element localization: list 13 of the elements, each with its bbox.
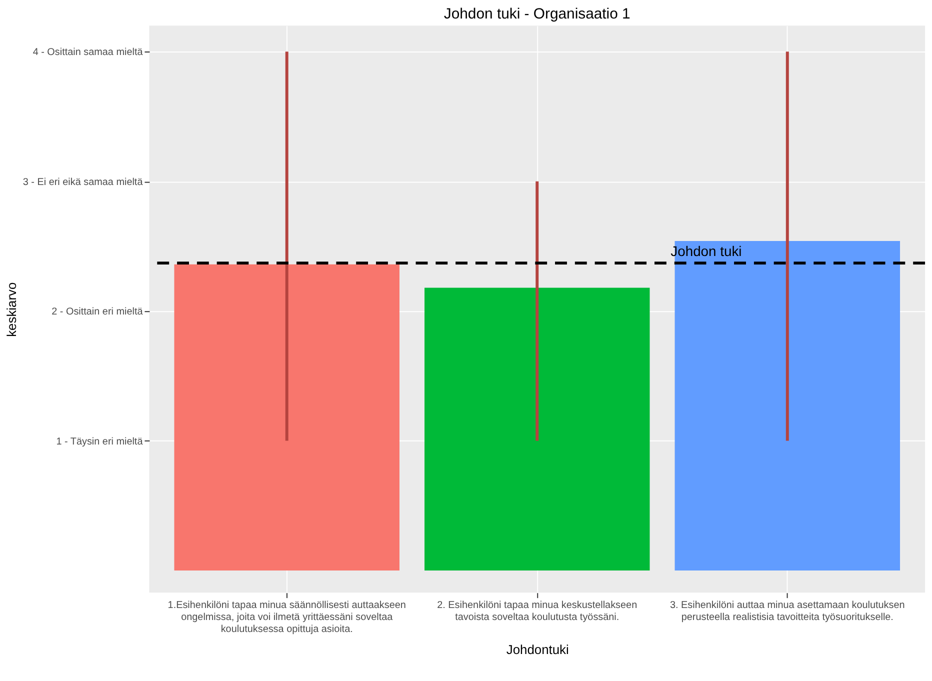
y-tick-label: 3 - Ei eri eikä samaa mieltä	[22, 176, 144, 188]
bar	[174, 264, 400, 571]
ref-line-label: Johdon tuki	[670, 243, 742, 260]
bar	[424, 288, 650, 571]
y-tick-label: 2 - Osittain eri mieltä	[52, 306, 144, 318]
chart-title: Johdon tuki - Organisaatio 1	[444, 6, 630, 23]
x-axis-title: Johdontuki	[506, 642, 569, 657]
y-tick-label: 1 - Täysin eri mieltä	[56, 436, 144, 448]
y-tick-label: 4 - Osittain samaa mieltä	[32, 47, 144, 58]
y-axis-title: keskiarvo	[4, 282, 19, 337]
x-tick-label: 3. Esihenkilöni auttaa minua asettamaan koulutuksen perusteella realistisia tavoitteita työsuoritukselle.	[670, 600, 905, 623]
x-tick-label: 2. Esihenkilöni tapaa minua keskustellakseen tavoista soveltaa koulutusta työssäni.	[437, 600, 638, 623]
x-tick-label: 1.Esihenkilöni tapaa minua säännöllisesti auttaakseen ongelmissa, joita voi ilmetä yrittäessäni soveltaa koulutuksessa opittuja asioita.	[168, 600, 406, 635]
